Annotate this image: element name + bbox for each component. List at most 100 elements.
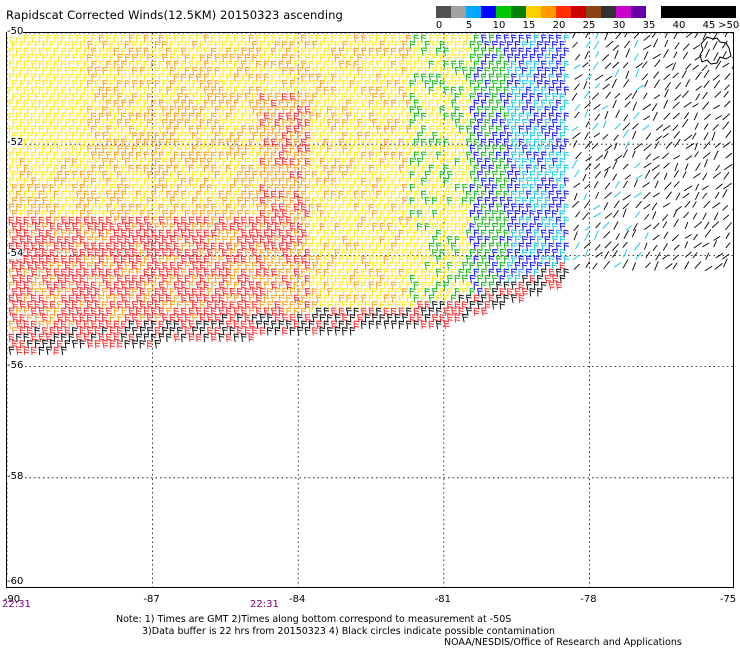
wind-barb [622,149,628,158]
wind-barb [614,191,621,198]
wind-barb [595,191,600,200]
wind-barb [625,70,630,79]
wind-barb [605,75,613,82]
wind-barb [409,54,416,63]
wind-barb [252,41,258,50]
wind-barb [575,152,582,160]
wind-barb [488,73,495,82]
wind-barb [301,34,307,44]
wind-barb [188,86,195,95]
wind-barb [436,34,442,43]
wind-barb [357,67,363,76]
wind-barb [507,54,513,63]
wind-barb [46,86,52,95]
legend-swatch [451,6,466,18]
wind-barb [613,221,619,230]
wind-barb [642,103,652,111]
wind-barb [584,140,593,149]
wind-barb [454,80,460,89]
wind-barb [383,86,390,95]
wind-barb [651,202,658,211]
wind-barb [372,54,378,63]
wind-barb [481,34,487,43]
wind-barb [526,34,532,43]
wind-barb [685,155,693,161]
wind-barb [593,204,601,210]
wind-barb [23,60,29,70]
wind-barb [316,47,322,56]
wind-barb [722,204,729,211]
wind-barb [113,47,119,57]
wind-barb [241,73,247,82]
wind-barb [286,34,292,44]
wind-barb [192,67,198,76]
wind-barb [552,41,558,50]
wind-barb [563,138,570,147]
wind-barb [98,34,105,43]
credit-text: NOAA/NESDIS/Office of Research and Appli… [444,637,682,648]
wind-barb [158,86,165,95]
wind-barb [443,320,450,329]
wind-barb [87,93,93,102]
wind-barb [312,54,318,63]
wind-barb [109,93,115,102]
wind-barb [136,60,142,69]
wind-barb [622,122,631,131]
wind-barb [383,320,390,329]
wind-barb [458,73,464,83]
wind-barb [683,112,690,120]
wind-barb [102,80,108,89]
wind-barb [402,41,408,50]
wind-barb [199,93,205,102]
wind-barb [394,67,401,76]
wind-barb [79,80,85,89]
wind-barb [353,73,359,83]
wind-barb [488,47,494,57]
wind-barb [612,99,617,109]
wind-barb [293,73,299,83]
wind-barb [376,86,382,96]
wind-barb [683,185,693,192]
wind-barb [585,73,593,81]
wind-barb [188,60,195,69]
wind-barb [218,47,225,56]
wind-barb [572,41,579,48]
wind-barb [615,233,620,240]
wind-barb [518,34,524,44]
wind-barb [715,142,721,148]
wind-barb [529,80,535,89]
wind-barb [421,320,427,330]
wind-barb [631,150,636,158]
wind-barb [514,67,521,76]
wind-barb [507,80,513,89]
wind-barb [173,333,180,342]
wind-barb [124,54,131,63]
wind-barb [158,47,165,56]
wind-barb [484,80,491,89]
wind-barb [673,51,678,59]
wind-barb [117,41,123,50]
wind-speed-legend: 0 5 10 15 20 25 30 35 40 45>50 knots [436,6,740,32]
wind-barb [632,131,637,140]
wind-barb [622,62,629,69]
wind-barb [632,123,639,130]
wind-barb [603,231,611,239]
wind-barb [732,167,733,169]
wind-barb [136,73,142,82]
wind-barb [723,258,728,268]
wind-barb [594,82,601,89]
wind-barb [703,123,709,130]
wind-barb [575,211,581,218]
wind-barb [602,221,610,229]
wind-barb [644,213,650,221]
wind-barb [169,93,176,102]
wind-barb [682,43,690,51]
wind-barb [346,73,352,82]
wind-barb [705,252,710,260]
wind-barb [563,190,570,199]
wind-barb [256,47,262,56]
legend-color-bar [436,6,736,18]
wind-barb [653,71,660,79]
wind-barb [188,34,194,44]
wind-barb [614,123,622,130]
